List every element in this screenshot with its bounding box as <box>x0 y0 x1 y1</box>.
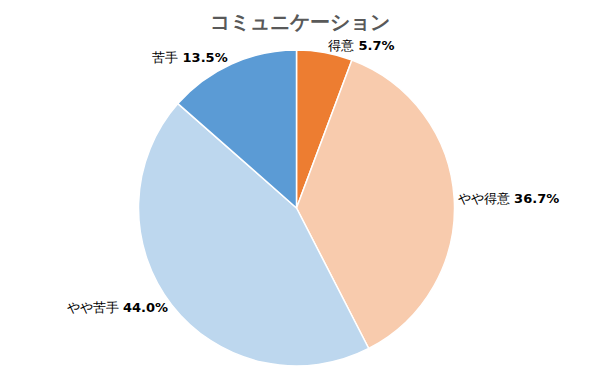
svg-text:苦手 13.5%: 苦手 13.5% <box>152 50 227 65</box>
svg-text:やや得意 36.7%: やや得意 36.7% <box>458 191 559 206</box>
svg-text:コミュニケーション: コミュニケーション <box>210 10 390 34</box>
svg-text:やや苦手 44.0%: やや苦手 44.0% <box>67 300 168 315</box>
svg-text:得意 5.7%: 得意 5.7% <box>328 38 394 53</box>
